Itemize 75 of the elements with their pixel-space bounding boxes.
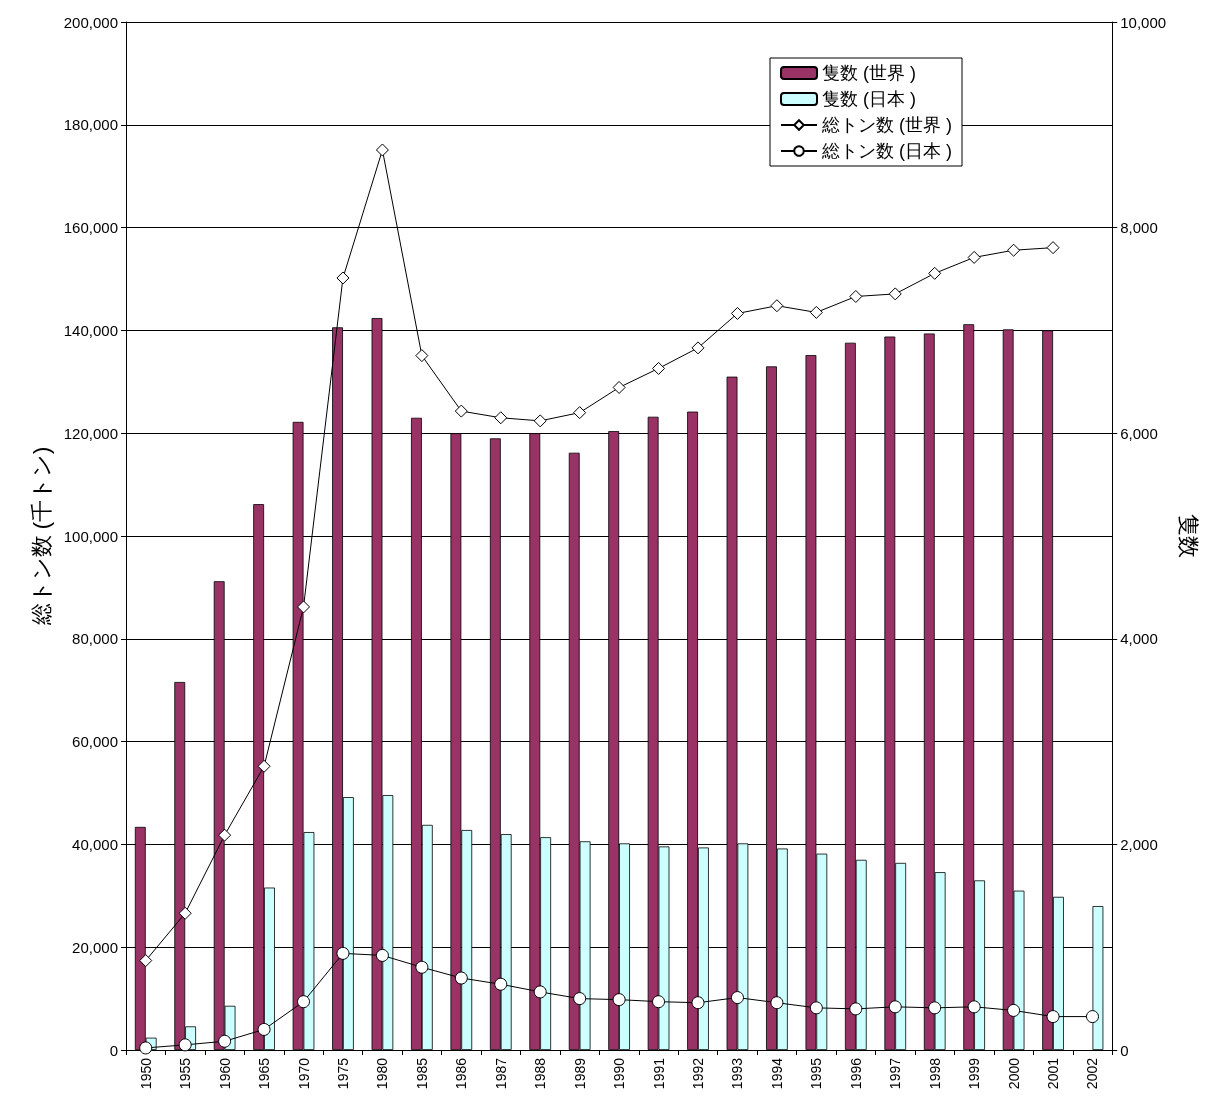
x-tick-label: 1950 — [137, 1057, 154, 1090]
x-tick-label: 1960 — [216, 1057, 233, 1090]
x-tick-label: 2002 — [1084, 1057, 1101, 1090]
x-tick-label: 1993 — [729, 1057, 746, 1090]
x-tick-label: 2001 — [1045, 1057, 1062, 1090]
x-tick-label: 1980 — [374, 1057, 391, 1090]
point — [1046, 1010, 1060, 1024]
point — [494, 977, 508, 991]
y-tick-label: 40,000 — [72, 835, 118, 853]
y-tick-label: 60,000 — [72, 733, 118, 751]
x-tick-label: 1999 — [966, 1057, 983, 1090]
y2-tick-label: 4,000 — [1120, 630, 1158, 648]
point — [139, 1041, 153, 1055]
x-tick-label: 1995 — [808, 1057, 825, 1090]
point — [218, 828, 232, 842]
x-tick-label: 2000 — [1005, 1057, 1022, 1090]
x-tick-label: 1996 — [847, 1057, 864, 1090]
x-tick-label: 1975 — [334, 1057, 351, 1090]
point — [691, 996, 705, 1010]
point — [809, 1001, 823, 1015]
x-tick-label: 1991 — [650, 1057, 667, 1090]
point — [257, 1022, 271, 1036]
point — [178, 906, 192, 920]
point — [1086, 1010, 1099, 1024]
y2-tick-label: 0 — [1120, 1041, 1129, 1059]
legend-label: 隻数 (日本 ) — [822, 89, 917, 109]
legend-label: 隻数 (世界 ) — [822, 63, 917, 83]
x-tick-label: 1988 — [532, 1057, 549, 1090]
point — [888, 1000, 902, 1014]
y2-tick-label: 6,000 — [1120, 424, 1158, 442]
point — [612, 993, 626, 1007]
x-tick-label: 1989 — [571, 1057, 588, 1090]
y-tick-label: 0 — [109, 1041, 118, 1059]
point — [533, 985, 547, 999]
point — [218, 1034, 232, 1048]
x-tick-label: 1994 — [768, 1057, 785, 1090]
legend-label: 総トン数 (日本 ) — [821, 141, 953, 161]
point — [730, 991, 744, 1005]
x-tick-label: 1987 — [492, 1057, 509, 1090]
y2-axis-title: 隻数 — [1175, 514, 1201, 558]
point — [652, 995, 666, 1009]
y-tick-label: 20,000 — [72, 938, 118, 956]
point — [297, 995, 311, 1009]
x-tick-label: 1970 — [295, 1057, 312, 1090]
legend-label: 総トン数 (世界 ) — [821, 115, 953, 135]
y-tick-label: 100,000 — [63, 527, 118, 545]
x-tick-label: 1990 — [611, 1057, 628, 1090]
y2-tick-label: 10,000 — [1120, 13, 1167, 31]
x-tick-label: 1997 — [887, 1057, 904, 1090]
y-tick-label: 160,000 — [63, 219, 118, 237]
point — [573, 992, 587, 1006]
point — [336, 946, 350, 960]
y-tick-label: 140,000 — [63, 321, 118, 339]
x-tick-label: 1998 — [926, 1057, 943, 1090]
point — [928, 1001, 942, 1015]
y-axis-title: 総トン数 (千トン) — [29, 446, 55, 627]
point — [375, 948, 389, 962]
point — [178, 1038, 192, 1052]
point — [770, 996, 784, 1010]
point — [849, 1002, 863, 1016]
point — [1007, 1003, 1021, 1017]
x-tick-label: 1986 — [453, 1057, 470, 1090]
point — [967, 1000, 981, 1014]
y-tick-label: 120,000 — [63, 424, 118, 442]
y-tick-label: 80,000 — [72, 630, 118, 648]
point — [415, 960, 429, 974]
y-tick-label: 200,000 — [63, 13, 118, 31]
y2-tick-label: 8,000 — [1120, 219, 1158, 237]
y-tick-label: 180,000 — [63, 116, 118, 134]
x-tick-label: 1985 — [413, 1057, 430, 1090]
x-tick-label: 1992 — [690, 1057, 707, 1090]
point — [454, 971, 468, 985]
x-tick-label: 1965 — [256, 1057, 273, 1090]
y2-tick-label: 2,000 — [1120, 835, 1158, 853]
x-tick-label: 1955 — [177, 1057, 194, 1090]
